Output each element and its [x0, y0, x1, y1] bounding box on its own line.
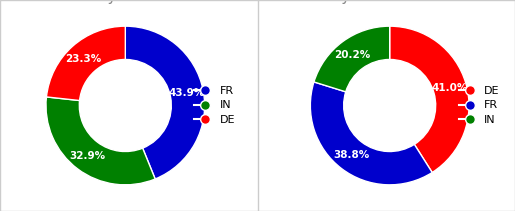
Text: 32.9%: 32.9%	[70, 150, 106, 161]
Text: Today: Today	[306, 0, 351, 4]
Legend: FR, IN, DE: FR, IN, DE	[194, 86, 235, 125]
Wedge shape	[125, 26, 204, 179]
Wedge shape	[46, 97, 155, 185]
Wedge shape	[46, 26, 125, 100]
Text: 43.9%: 43.9%	[169, 88, 205, 99]
Wedge shape	[311, 82, 432, 185]
Legend: DE, FR, IN: DE, FR, IN	[459, 86, 500, 125]
Wedge shape	[390, 26, 469, 172]
Text: 38.8%: 38.8%	[333, 150, 370, 160]
Text: 41.0%: 41.0%	[432, 83, 468, 93]
Text: 20.2%: 20.2%	[334, 50, 371, 60]
Text: Yesterday: Yesterday	[42, 0, 116, 4]
Text: 23.3%: 23.3%	[65, 54, 101, 64]
Wedge shape	[314, 26, 390, 92]
